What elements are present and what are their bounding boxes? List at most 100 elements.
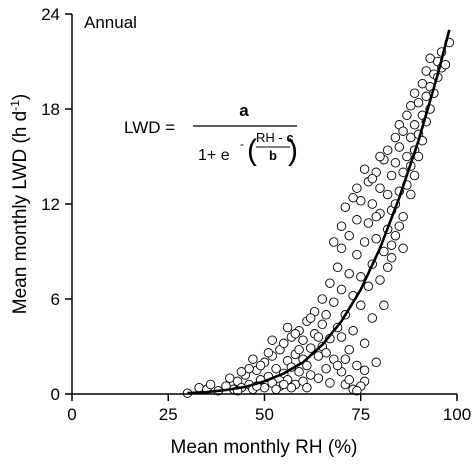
data-point: [348, 192, 358, 203]
data-point: [279, 338, 289, 349]
data-point: [302, 360, 312, 371]
data-point: [282, 322, 293, 333]
x-ticks: 0 25 50 75 100: [67, 394, 471, 424]
data-point: [413, 97, 424, 108]
y-ticks: 0 6 12 18 24: [41, 5, 72, 404]
data-point: [336, 221, 347, 231]
y-tick-label: 24: [41, 5, 60, 24]
data-point: [363, 281, 374, 292]
data-point: [382, 145, 393, 155]
x-tick-label: 50: [255, 405, 274, 424]
data-point: [344, 375, 354, 385]
data-point: [329, 297, 339, 307]
data-point: [317, 294, 328, 304]
data-point: [394, 142, 405, 152]
data-point: [305, 343, 316, 353]
data-point: [382, 262, 393, 273]
data-point: [390, 132, 401, 143]
data-point: [329, 237, 339, 247]
data-point: [402, 151, 412, 162]
y-tick-label: 12: [41, 195, 60, 214]
data-point: [255, 360, 266, 371]
data-point: [375, 183, 385, 193]
data-point: [290, 329, 301, 339]
data-point: [317, 319, 328, 330]
data-point: [406, 189, 416, 200]
data-point: [398, 243, 408, 254]
data-point: [344, 230, 354, 241]
data-point: [352, 249, 362, 260]
equation-exp-denominator: b: [269, 148, 277, 163]
equation-paren-right: ): [288, 134, 298, 167]
y-tick-label: 6: [51, 290, 60, 309]
data-point: [279, 379, 289, 390]
data-point: [398, 126, 408, 136]
data-point: [325, 278, 335, 288]
data-points: [182, 37, 455, 398]
data-point: [367, 313, 378, 323]
data-point: [332, 360, 343, 371]
data-point: [386, 253, 397, 263]
equation-exp-numerator: RH - c: [256, 130, 294, 145]
data-point: [409, 88, 420, 98]
data-point: [205, 379, 216, 390]
data-point: [359, 164, 370, 174]
data-point: [344, 344, 354, 355]
data-point: [336, 332, 347, 342]
y-tick-label: 0: [51, 385, 60, 404]
data-point: [409, 120, 420, 130]
y-axis-title: Mean monthly LWD (h d-1): [8, 94, 31, 314]
equation-exp-var-c: c: [286, 130, 293, 145]
data-point: [348, 325, 358, 336]
y-axis-title-close: ): [10, 94, 31, 100]
data-point: [375, 275, 385, 285]
data-point: [263, 348, 274, 358]
y-axis-title-main: Mean monthly LWD (h d: [10, 111, 31, 314]
equation-exp-sign: -: [240, 137, 244, 151]
data-point: [267, 335, 277, 345]
data-point: [371, 234, 381, 244]
data-point: [386, 240, 397, 250]
data-point: [371, 357, 381, 368]
data-point: [359, 338, 370, 349]
equation-numerator: a: [239, 101, 249, 120]
data-point: [344, 268, 354, 279]
data-point: [356, 300, 366, 311]
data-point: [294, 367, 304, 377]
equation-exp-numerator-prefix: RH -: [256, 130, 286, 145]
data-point: [386, 170, 397, 181]
data-point: [259, 382, 270, 393]
data-point: [375, 151, 385, 162]
data-point: [305, 313, 316, 323]
data-point: [440, 59, 451, 70]
x-tick-label: 100: [443, 405, 471, 424]
data-point: [321, 348, 331, 358]
data-point: [394, 221, 405, 231]
data-point: [248, 354, 258, 364]
data-point: [352, 386, 362, 396]
data-point: [363, 218, 374, 228]
data-point: [398, 211, 408, 222]
x-tick-label: 0: [67, 405, 76, 424]
data-point: [359, 237, 370, 247]
equation-denominator-prefix: 1+ e: [198, 147, 230, 164]
data-point: [298, 335, 308, 345]
data-point: [271, 363, 281, 374]
data-point: [367, 199, 378, 209]
equation-paren-left: (: [247, 134, 257, 167]
data-point: [336, 284, 347, 295]
x-tick-label: 75: [351, 405, 370, 424]
equation: LWD = a 1+ e - ( RH - c b ): [124, 101, 298, 167]
y-tick-label: 18: [41, 100, 60, 119]
data-point: [236, 367, 247, 377]
data-point: [379, 300, 389, 311]
x-axis-title: Mean monthly RH (%): [171, 437, 358, 458]
data-point: [390, 230, 401, 241]
data-point: [225, 373, 235, 383]
fit-curve: [187, 29, 451, 395]
data-point: [340, 354, 351, 364]
data-point: [294, 344, 304, 355]
data-point: [352, 215, 362, 225]
data-point: [382, 189, 393, 200]
